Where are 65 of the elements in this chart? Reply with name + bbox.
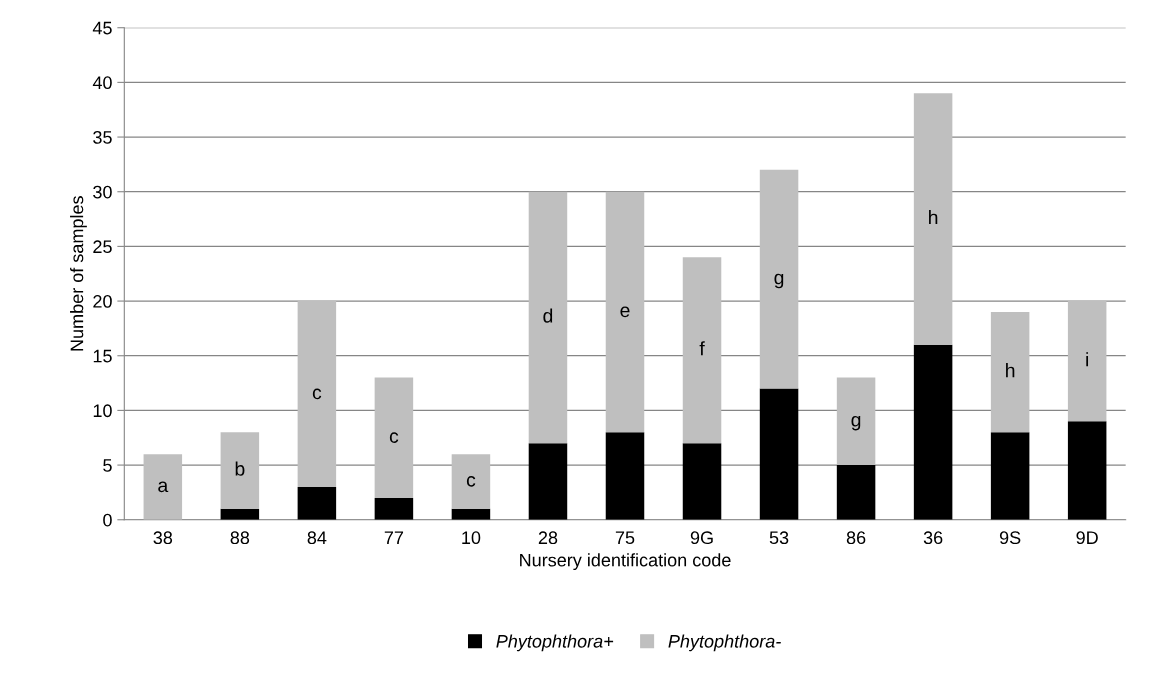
x-tick-label: 88 (230, 531, 250, 545)
x-tick-label: 9G (690, 531, 713, 545)
bar (374, 377, 414, 498)
y-tick-label: 35 (93, 130, 112, 144)
y-tick-label: 40 (92, 76, 112, 90)
bar (836, 377, 876, 466)
bar (374, 497, 414, 520)
y-tick-label: 0 (103, 513, 112, 527)
annotation: c (312, 388, 322, 400)
bar (297, 301, 337, 487)
y-tick-label: 45 (92, 21, 112, 35)
x-tick-label: 9S (999, 531, 1021, 545)
x-tick-label: 38 (153, 531, 173, 545)
bar (220, 432, 260, 509)
x-tick-label: 36 (923, 531, 943, 545)
bar (682, 443, 722, 520)
annotation: h (1006, 363, 1015, 378)
bar (528, 191, 568, 444)
x-tick-label: 28 (538, 531, 558, 545)
x-tick-label: 9D (1076, 531, 1098, 545)
x-tick-label: 86 (846, 531, 866, 545)
annotation: g (851, 415, 861, 431)
x-tick-label: 77 (384, 531, 404, 544)
bar (451, 508, 491, 520)
annotation: f (699, 341, 705, 356)
bar (605, 191, 645, 433)
x-tick-label: 84 (307, 531, 327, 545)
legend-label: Phytophthora- (668, 634, 781, 652)
bar (143, 454, 183, 520)
bar (990, 312, 1030, 433)
bar (836, 465, 876, 520)
bar (990, 432, 1030, 520)
x-tick-label: 75 (615, 531, 635, 545)
bar (759, 169, 799, 389)
annotation: e (620, 306, 630, 318)
bar (1067, 301, 1107, 422)
annotation: g (774, 273, 784, 289)
bar (605, 432, 645, 520)
bar (220, 508, 260, 520)
x-axis-title: Nursery identification code (520, 553, 731, 571)
annotation: i (1086, 352, 1089, 367)
y-tick-label: 10 (93, 404, 112, 418)
bar (297, 486, 337, 520)
y-tick-label: 25 (93, 240, 112, 254)
y-tick-label: 20 (93, 295, 112, 308)
y-tick-label: 5 (103, 459, 112, 472)
annotation: c (389, 432, 399, 443)
y-axis-title: Number of samples (70, 196, 87, 351)
bar (451, 454, 491, 509)
bar (913, 344, 953, 520)
x-tick-label: 53 (769, 531, 789, 545)
bar (682, 257, 722, 444)
y-tick-label: 15 (93, 349, 112, 363)
legend-label: Phytophthora+ (496, 634, 614, 652)
annotation: a (158, 481, 169, 493)
bar (913, 93, 953, 345)
annotation: c (466, 476, 476, 487)
bar (759, 388, 799, 520)
y-tick-label: 30 (93, 185, 112, 199)
annotation: d (543, 308, 553, 323)
bar (1067, 421, 1107, 520)
bar (528, 443, 568, 520)
annotation: b (235, 461, 245, 476)
annotation: h (929, 210, 938, 225)
x-tick-label: 10 (462, 531, 481, 545)
